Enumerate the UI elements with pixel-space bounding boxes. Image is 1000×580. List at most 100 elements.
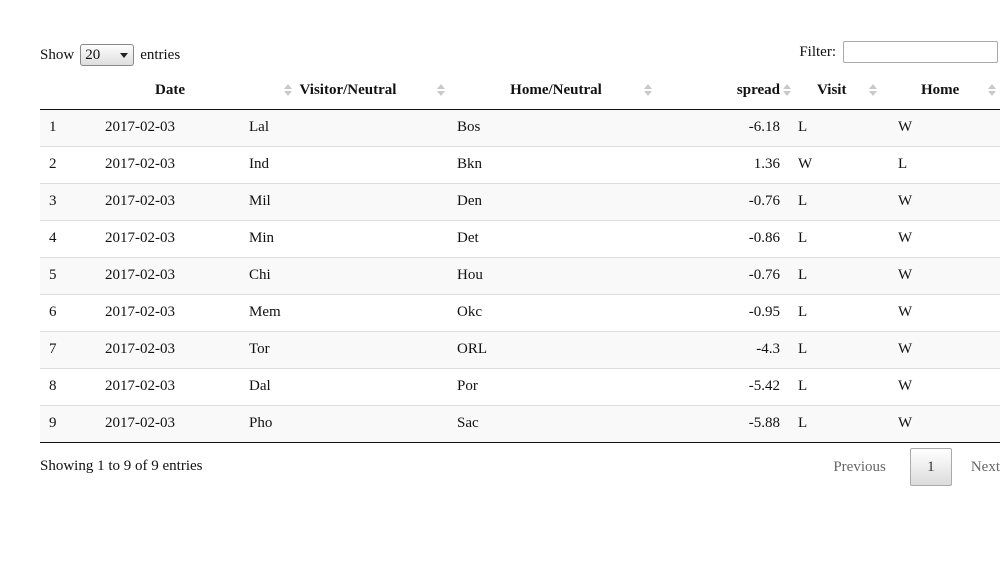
entries-per-page-value: 20 [85,46,101,63]
table-row: 9 2017-02-03 Pho Sac -5.88 L W [40,404,1000,443]
spread-cell: -6.18 [748,119,780,135]
home-cell: W [892,182,1000,220]
table-body: 1 2017-02-03 Lal Bos -6.18 L W 2 2017-02-03 Ind Bk… [40,109,1000,443]
date-cell: 2017-02-03 [96,404,244,443]
visit-cell: W [790,145,892,183]
index-cell: 7 [40,330,96,368]
visit-cell: L [790,367,892,405]
home-cell: W [892,219,1000,257]
date-cell: 2017-02-03 [96,367,244,405]
previous-button[interactable]: Previous [833,458,886,475]
home-neutral-cell: Det [452,219,660,257]
show-label: Show [40,46,75,63]
spread-cell: -0.95 [660,293,790,331]
visitor-cell: Chi [244,256,452,294]
visitor-cell: Ind [244,145,452,183]
column-header-date[interactable]: Date [96,72,292,110]
column-header-visit[interactable]: Visit [790,72,892,110]
column-header-home-neutral[interactable]: Home/Neutral [452,72,660,110]
index-cell: 2 [40,145,96,183]
home-neutral-cell: Por [452,367,660,405]
spread-cell: -5.88 [660,404,790,443]
sort-both-icon [988,84,996,98]
spread-cell: -0.76 [660,182,790,220]
index-cell: 9 [40,404,96,443]
page-button-current[interactable]: 1 [909,448,952,486]
visitor-cell: Mil [244,182,452,220]
index-cell: 6 [40,293,96,331]
column-header-home[interactable]: Home [892,72,1000,110]
entries-per-page-select[interactable]: 20 [80,44,135,66]
sort-both-icon [783,84,791,98]
visitor-cell: Pho [244,404,452,443]
sort-both-icon [869,84,877,98]
column-header-index[interactable] [40,72,96,110]
column-header-visitor[interactable]: Visitor/Neutral [244,72,452,110]
visit-cell: L [790,182,892,220]
home-neutral-cell: Den [452,182,660,220]
spread-cell: -5.42 [660,367,790,405]
home-neutral-cell: Bkn [452,145,660,183]
index-cell: 1 [49,119,57,135]
table-row: 7 2017-02-03 Tor ORL -4.3 L W [40,330,1000,368]
pagination: Previous 1 Next [833,448,1000,486]
home-cell: L [892,145,1000,183]
date-cell: 2017-02-03 [96,293,244,331]
table-row: 2 2017-02-03 Ind Bkn 1.36 W L [40,145,1000,183]
filter-control: Filter: [799,41,998,63]
data-table: Date Visitor/Neutral Home/Neutral spread… [40,72,1000,443]
home-cell: W [892,330,1000,368]
home-cell: W [892,293,1000,331]
date-cell: 2017-02-03 [96,256,244,294]
date-cell: 2017-02-03 [96,330,244,368]
home-neutral-cell: Hou [452,256,660,294]
visit-cell: L [790,330,892,368]
visitor-cell: Dal [244,367,452,405]
home-neutral-cell: ORL [452,330,660,368]
home-cell: W [892,256,1000,294]
date-cell: 2017-02-03 [96,182,244,220]
visit-cell: L [790,293,892,331]
table-row: 4 2017-02-03 Min Det -0.86 L W [40,219,1000,257]
home-neutral-cell: Okc [452,293,660,331]
visit-cell: L [790,256,892,294]
home-neutral-cell: Sac [452,404,660,443]
visitor-cell: Lal [249,119,269,135]
entries-label: entries [140,46,181,63]
length-control: Show 20 entries [40,43,180,67]
filter-label: Filter: [799,43,836,60]
home-cell: W [892,404,1000,443]
date-cell: 2017-02-03 [96,145,244,183]
spread-cell: -4.3 [660,330,790,368]
date-cell: 2017-02-03 [96,219,244,257]
sort-both-icon [644,84,652,98]
table-row: 5 2017-02-03 Chi Hou -0.76 L W [40,256,1000,294]
visit-cell: L [790,404,892,443]
next-button[interactable]: Next [970,458,1000,475]
table-info: Showing 1 to 9 of 9 entries [40,458,203,474]
visitor-cell: Min [244,219,452,257]
home-cell: W [892,367,1000,405]
visit-cell: L [798,119,808,135]
table-row: 3 2017-02-03 Mil Den -0.76 L W [40,182,1000,220]
table-header-row: Date Visitor/Neutral Home/Neutral spread… [40,72,1000,110]
index-cell: 5 [40,256,96,294]
index-cell: 3 [40,182,96,220]
visitor-cell: Tor [244,330,452,368]
home-cell: W [898,119,913,135]
filter-input[interactable] [843,41,998,63]
spread-cell: 1.36 [660,145,790,183]
chevron-down-icon [120,53,129,58]
visit-cell: L [790,219,892,257]
sort-both-icon [437,84,445,98]
table-row: 8 2017-02-03 Dal Por -5.42 L W [40,367,1000,405]
index-cell: 4 [40,219,96,257]
date-cell: 2017-02-03 [105,119,175,135]
home-neutral-cell: Bos [457,119,481,135]
visitor-cell: Mem [244,293,452,331]
table-row: 1 2017-02-03 Lal Bos -6.18 L W [40,109,1000,146]
spread-cell: -0.76 [660,256,790,294]
column-header-spread[interactable]: spread [660,72,791,110]
index-cell: 8 [40,367,96,405]
spread-cell: -0.86 [660,219,790,257]
